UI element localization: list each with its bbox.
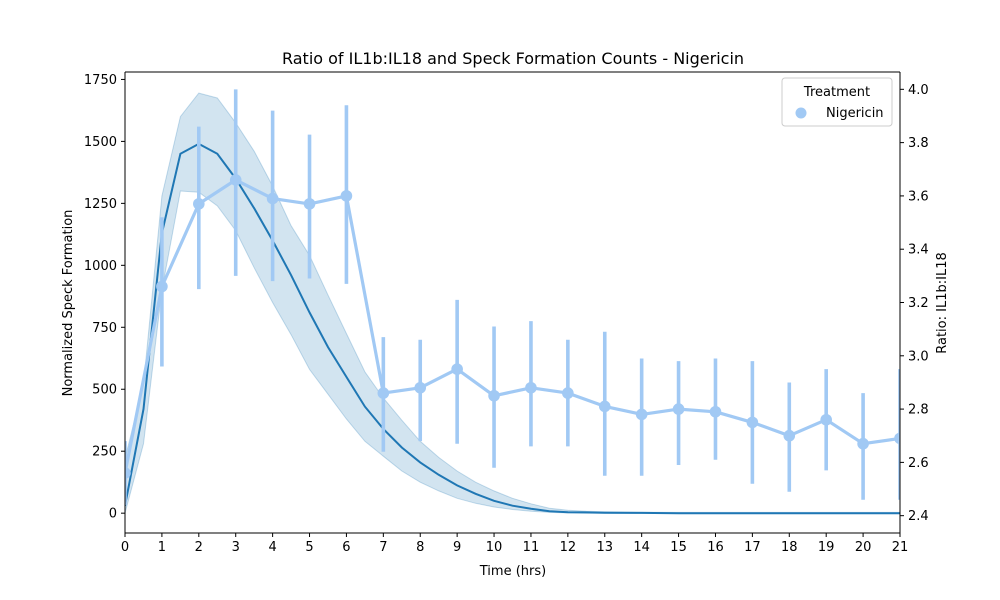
speck-mean-line [125,142,900,515]
x-tick-label: 12 [560,540,577,555]
ratio-point [672,403,685,415]
chart-title: Ratio of IL1b:IL18 and Speck Formation C… [282,49,744,68]
ratio-point [562,387,574,399]
ratio-point [525,381,537,394]
ratio-point [451,363,463,375]
ratio-point [414,381,427,394]
x-tick-label: 8 [416,540,424,555]
ratio-point [193,198,205,210]
plot-content [125,89,900,515]
y-tick-label: 1500 [84,135,117,150]
x-tick-label: 17 [744,540,761,555]
ratio-point [303,198,316,210]
x-tick-label: 7 [379,540,387,555]
speck-confidence-band [125,92,900,514]
y2-axis-title: Ratio: IL1b:IL18 [935,252,950,354]
ratio-point [125,467,131,479]
ratio-point [635,408,648,421]
x-tick-label: 4 [268,540,276,555]
y-tick-label: 500 [92,383,117,398]
y-tick-label: 1750 [84,73,117,88]
y-axis-title: Normalized Speck Formation [61,210,76,397]
ratio-point [229,174,242,186]
x-tick-label: 20 [855,540,872,555]
x-tick-label: 3 [232,540,240,555]
ratio-point [266,192,279,205]
x-tick-label: 9 [453,540,461,555]
x-tick-label: 10 [486,540,503,555]
x-tick-label: 6 [342,540,350,555]
x-tick-label: 19 [818,540,835,555]
ratio-point [377,387,390,399]
ratio-point [709,405,722,418]
x-axis-title: Time (hrs) [479,564,546,579]
y2-tick-label: 2.4 [908,509,929,524]
x-tick-label: 11 [523,540,540,555]
x-tick-label: 13 [596,540,613,555]
plot-area [125,89,900,515]
y2-tick-label: 3.2 [908,296,929,311]
y-tick-label: 1000 [84,259,117,274]
ratio-point [746,416,759,429]
y2-tick-label: 3.4 [908,243,929,258]
y-tick-label: 0 [109,507,117,522]
ratio-point [820,413,832,426]
x-tick-label: 5 [305,540,313,555]
axes: 0 1 2 3 4 5 6 7 8 9 10 11 12 13 14 15 16 17 18 19 20 21025050… [84,71,929,555]
ratio-point [156,280,168,293]
x-tick-label: 21 [892,540,909,555]
y-tick-label: 750 [92,321,117,336]
x-tick-label: 2 [195,540,203,555]
x-tick-label: 1 [158,540,166,555]
y2-tick-label: 2.8 [908,403,929,418]
ratio-point [894,432,900,445]
y2-tick-label: 3.8 [908,136,929,151]
y2-tick-label: 4.0 [908,83,929,98]
x-tick-label: 0 [121,540,129,555]
ratio-point [488,389,500,402]
ratio-point [857,437,869,450]
legend-entry-nigericin: Nigericin [826,106,884,121]
legend-marker-nigericin [795,107,807,119]
x-tick-label: 16 [707,540,724,555]
x-tick-label: 14 [633,540,650,555]
legend-title: Treatment [803,85,870,100]
y-tick-label: 1250 [84,197,117,212]
y-tick-label: 250 [92,445,117,460]
ratio-point [783,429,796,442]
legend: Treatment Nigericin [781,77,893,127]
ratio-point [598,400,611,413]
x-tick-label: 15 [670,540,687,555]
y2-tick-label: 3.6 [908,189,929,204]
y2-tick-label: 2.6 [908,456,929,471]
y2-tick-label: 3.0 [908,349,929,364]
ratio-line [125,178,900,474]
x-tick-label: 18 [781,540,798,555]
ratio-point [340,190,353,202]
legend-box [781,77,893,127]
